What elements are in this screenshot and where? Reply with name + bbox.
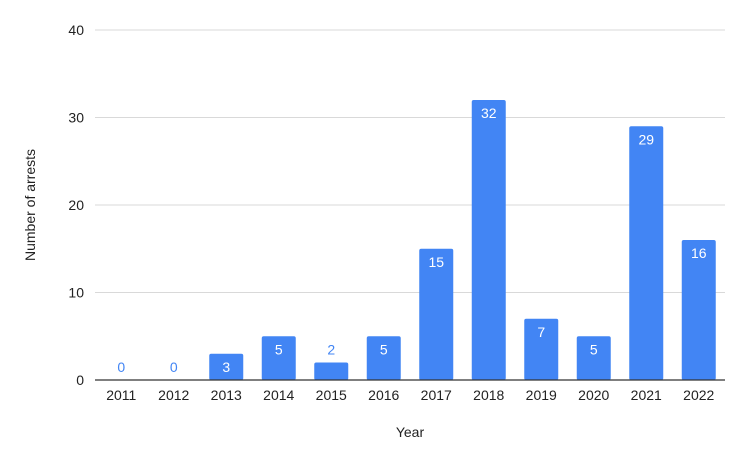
y-axis-title: Number of arrests xyxy=(22,149,38,261)
bar-2015[interactable] xyxy=(314,362,349,381)
y-tick-label: 30 xyxy=(68,110,84,126)
x-tick-label: 2017 xyxy=(421,387,452,403)
x-axis-title: Year xyxy=(396,424,425,440)
y-tick-label: 0 xyxy=(76,372,84,388)
data-label-2015: 2 xyxy=(327,342,335,358)
y-tick-label: 40 xyxy=(68,22,84,38)
y-tick-label: 10 xyxy=(68,285,84,301)
bar-2018[interactable] xyxy=(471,100,506,380)
bar-2019[interactable] xyxy=(524,318,559,380)
y-tick-label: 20 xyxy=(68,197,84,213)
bar-2021[interactable] xyxy=(629,126,664,380)
x-tick-label: 2013 xyxy=(211,387,242,403)
data-label-2022: 16 xyxy=(691,245,707,261)
data-label-2014: 5 xyxy=(275,341,283,357)
data-label-2019: 7 xyxy=(537,324,545,340)
bar-2017[interactable] xyxy=(419,248,454,380)
data-label-2021: 29 xyxy=(638,131,654,147)
data-label-2011: 0 xyxy=(117,359,125,375)
x-tick-label: 2018 xyxy=(473,387,504,403)
data-label-2020: 5 xyxy=(590,341,598,357)
x-tick-label: 2011 xyxy=(106,387,136,403)
x-tick-label: 2020 xyxy=(578,387,609,403)
x-tick-label: 2016 xyxy=(368,387,399,403)
x-tick-label: 2015 xyxy=(316,387,347,403)
data-label-2018: 32 xyxy=(481,105,497,121)
data-label-2017: 15 xyxy=(428,254,444,270)
bar-2016[interactable] xyxy=(366,336,401,380)
bar-2022[interactable] xyxy=(681,240,716,380)
data-label-2016: 5 xyxy=(380,341,388,357)
x-tick-label: 2019 xyxy=(526,387,557,403)
bar-2013[interactable] xyxy=(209,353,244,380)
x-tick-label: 2021 xyxy=(631,387,662,403)
data-label-2013: 3 xyxy=(222,359,230,375)
x-tick-label: 2012 xyxy=(158,387,189,403)
data-label-2012: 0 xyxy=(170,359,178,375)
bar-2014[interactable] xyxy=(261,336,296,380)
x-tick-label: 2022 xyxy=(683,387,714,403)
bar-2020[interactable] xyxy=(576,336,611,380)
x-tick-label: 2014 xyxy=(263,387,294,403)
